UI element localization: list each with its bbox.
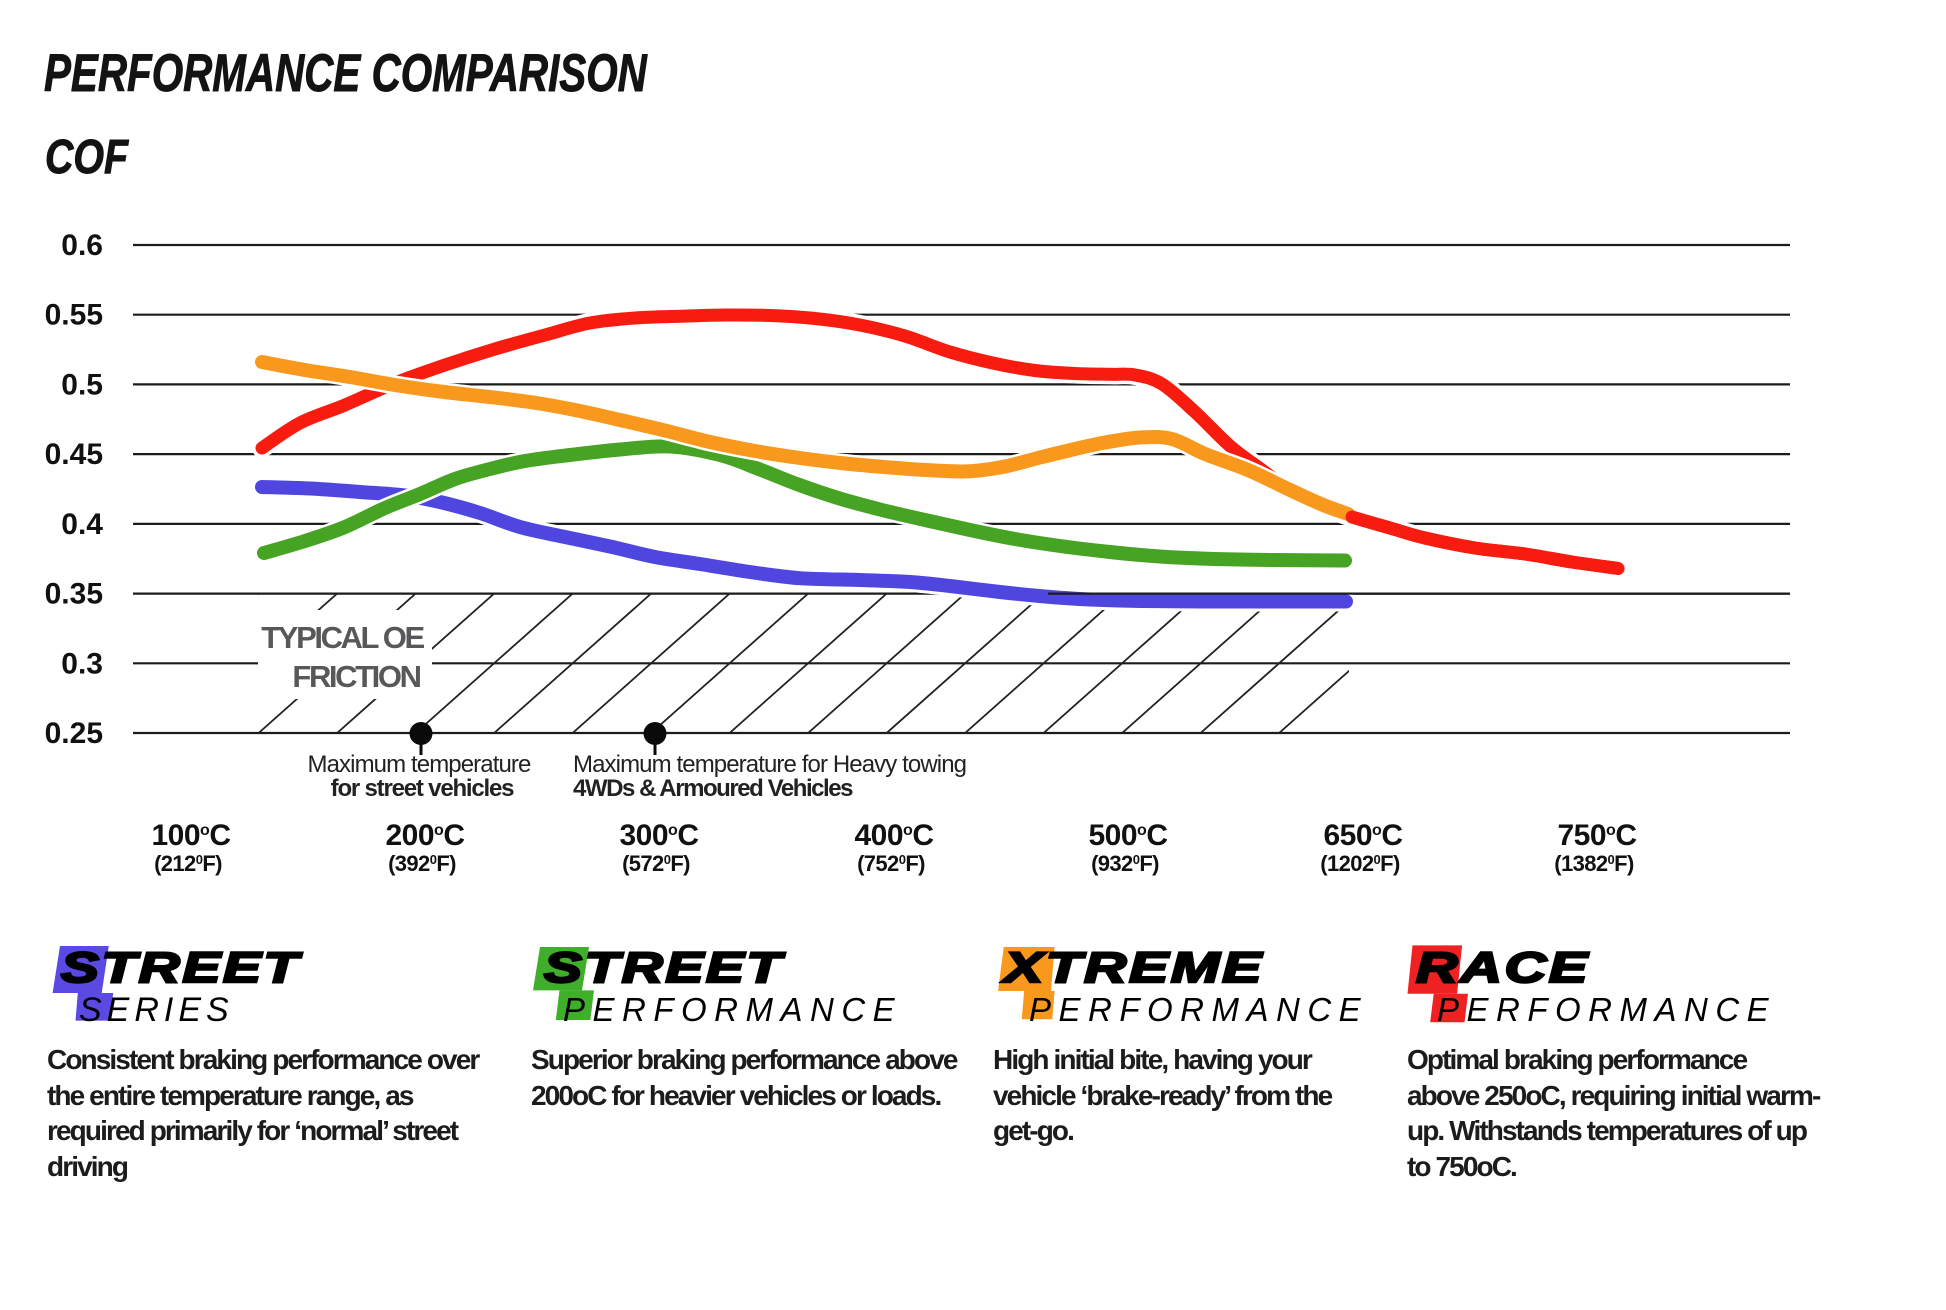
svg-text:Maximum temperature: Maximum temperature [308,751,532,778]
svg-text:4WDs & Armoured Vehicles: 4WDs & Armoured Vehicles [573,775,853,802]
svg-text:(13820F): (13820F) [1554,851,1634,876]
svg-text:650oC: 650oC [1323,819,1402,852]
svg-text:(9320F): (9320F) [1091,851,1159,876]
svg-text:0.45: 0.45 [45,438,103,471]
svg-text:0.4: 0.4 [61,508,103,541]
svg-text:(3920F): (3920F) [388,851,456,876]
svg-text:0.5: 0.5 [61,368,103,401]
svg-text:500oC: 500oC [1088,819,1167,852]
svg-text:300oC: 300oC [619,819,698,852]
svg-text:(5720F): (5720F) [622,851,690,876]
svg-text:(12020F): (12020F) [1320,851,1400,876]
svg-text:100oC: 100oC [151,819,230,852]
svg-text:200oC: 200oC [385,819,464,852]
svg-text:(2120F): (2120F) [154,851,222,876]
svg-text:0.6: 0.6 [61,229,103,262]
svg-text:TYPICAL OE: TYPICAL OE [261,620,424,655]
svg-text:0.25: 0.25 [45,717,103,750]
svg-text:for street vehicles: for street vehicles [331,775,514,802]
svg-text:750oC: 750oC [1557,819,1636,852]
svg-text:Maximum temperature for Heavy: Maximum temperature for Heavy towing [573,751,966,778]
svg-text:(7520F): (7520F) [857,851,925,876]
svg-text:FRICTION: FRICTION [292,659,420,694]
svg-text:0.3: 0.3 [61,647,103,680]
svg-text:400oC: 400oC [854,819,933,852]
svg-text:0.55: 0.55 [45,299,103,332]
svg-text:0.35: 0.35 [45,578,103,611]
